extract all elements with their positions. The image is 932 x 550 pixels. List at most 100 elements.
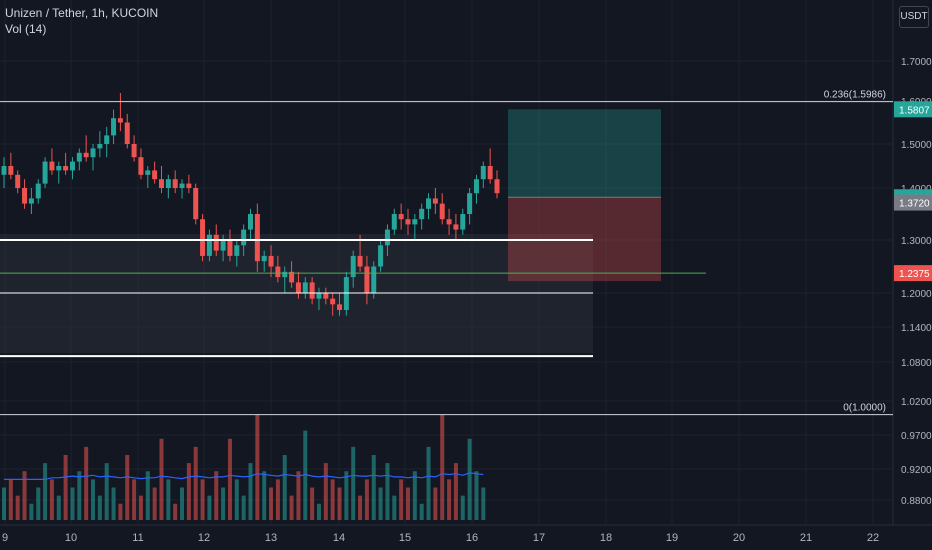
volume-bar	[303, 430, 308, 520]
candle-body	[49, 161, 55, 171]
volume-bar	[111, 487, 116, 520]
candle-body	[282, 271, 288, 278]
y-tick-label: 1.2000	[901, 289, 932, 300]
volume-bar	[200, 479, 205, 520]
candle-body	[275, 266, 281, 278]
volume-bar	[15, 495, 20, 520]
price-badge-label: 1.5807	[899, 105, 930, 116]
volume-bar	[22, 471, 27, 520]
x-tick-label: 17	[533, 532, 545, 544]
x-tick-label: 16	[466, 532, 478, 544]
candle-body	[337, 304, 343, 310]
time-axis[interactable]: 9 10 11 12 13 14 15 16 17 18 19 20 21 22	[2, 532, 879, 544]
candle-body	[22, 188, 28, 204]
volume-bar	[282, 455, 287, 520]
volume-bar	[453, 463, 458, 520]
y-tick-label: 1.3000	[901, 236, 932, 247]
x-tick-label: 11	[132, 532, 143, 544]
candle-body	[117, 118, 123, 123]
x-tick-label: 22	[867, 532, 879, 544]
candle-body	[419, 208, 425, 220]
y-tick-label: 1.5000	[901, 140, 932, 151]
profit-zone	[508, 109, 661, 198]
volume-bar	[460, 495, 465, 520]
volume-ma-line	[4, 472, 484, 480]
candle-body	[56, 166, 62, 171]
volume-bar	[152, 487, 157, 520]
price-badge	[894, 265, 932, 282]
volume-bar	[132, 479, 137, 520]
volume-bar	[97, 495, 102, 520]
volume-bar	[125, 455, 130, 520]
volume-bar	[145, 471, 150, 520]
candle-body	[343, 277, 349, 310]
price-axis[interactable]: 1.70001.60001.50001.40001.30001.20001.14…	[894, 57, 932, 507]
candle-body	[364, 266, 370, 293]
price-badge	[894, 194, 932, 211]
x-tick-label: 14	[333, 532, 345, 544]
volume-bar	[234, 479, 239, 520]
candle-body	[138, 157, 144, 175]
volume-bar	[241, 495, 246, 520]
volume-indicator-label[interactable]: Vol (14)	[5, 22, 47, 36]
candle-body	[35, 183, 41, 199]
volume-bar	[344, 471, 349, 520]
candle-body	[350, 255, 356, 278]
candle-body	[391, 214, 397, 230]
volume-bar	[371, 455, 376, 520]
candle-body	[439, 203, 445, 220]
volume-bar	[447, 479, 452, 520]
candle-body	[227, 240, 233, 256]
candle-body	[220, 240, 226, 251]
volume-bar	[43, 463, 48, 520]
x-tick-label: 12	[198, 532, 210, 544]
volume-bar	[275, 479, 280, 520]
horizontal-lines[interactable]: 0.236(1.5986) 0(1.0000)	[0, 90, 893, 416]
currency-selector-button[interactable]: USDT	[899, 6, 929, 28]
volume-bar	[316, 503, 321, 520]
volume-bar	[104, 463, 109, 520]
candle-body	[248, 214, 253, 230]
volume-bar	[364, 479, 369, 520]
candle-body	[309, 282, 315, 299]
volume-bar	[310, 487, 315, 520]
volume-bar	[84, 446, 89, 520]
volume-bar	[180, 487, 185, 520]
volume-bar	[467, 438, 472, 520]
candle-body	[453, 224, 459, 230]
price-badge-label: 1.2375	[899, 269, 930, 280]
y-tick-label: 0.9700	[901, 431, 932, 442]
candle-body	[28, 198, 34, 204]
y-tick-label: 1.1400	[901, 323, 932, 334]
x-tick-label: 10	[65, 532, 77, 544]
volume-bar	[49, 479, 54, 520]
volume-bar	[385, 463, 390, 520]
candle-body	[398, 214, 404, 220]
candle-body	[83, 152, 89, 158]
candle-body	[357, 255, 363, 267]
volume-bar	[2, 487, 6, 520]
y-tick-label: 0.8800	[901, 496, 932, 507]
candle-body	[186, 183, 192, 188]
volume-bar	[323, 463, 328, 520]
candle-body	[330, 298, 336, 305]
x-tick-label: 13	[265, 532, 277, 544]
candle-body	[480, 166, 486, 180]
candle-body	[97, 144, 103, 149]
volume-bar	[227, 438, 232, 520]
candle-body	[104, 135, 110, 144]
price-badge	[894, 101, 932, 118]
x-tick-label: 9	[2, 532, 8, 544]
y-tick-label: 0.9200	[901, 465, 932, 476]
volume-bar	[207, 495, 212, 520]
symbol-title[interactable]: Unizen / Tether, 1h, KUCOIN	[5, 6, 159, 20]
volume-bar	[378, 487, 383, 520]
y-tick-label: 1.7000	[901, 57, 932, 68]
candle-body	[172, 179, 178, 188]
candle-body	[302, 282, 308, 293]
candle-body	[487, 166, 493, 180]
volume-bar	[56, 495, 61, 520]
volume-bar	[440, 414, 445, 520]
candle-body	[234, 245, 240, 256]
